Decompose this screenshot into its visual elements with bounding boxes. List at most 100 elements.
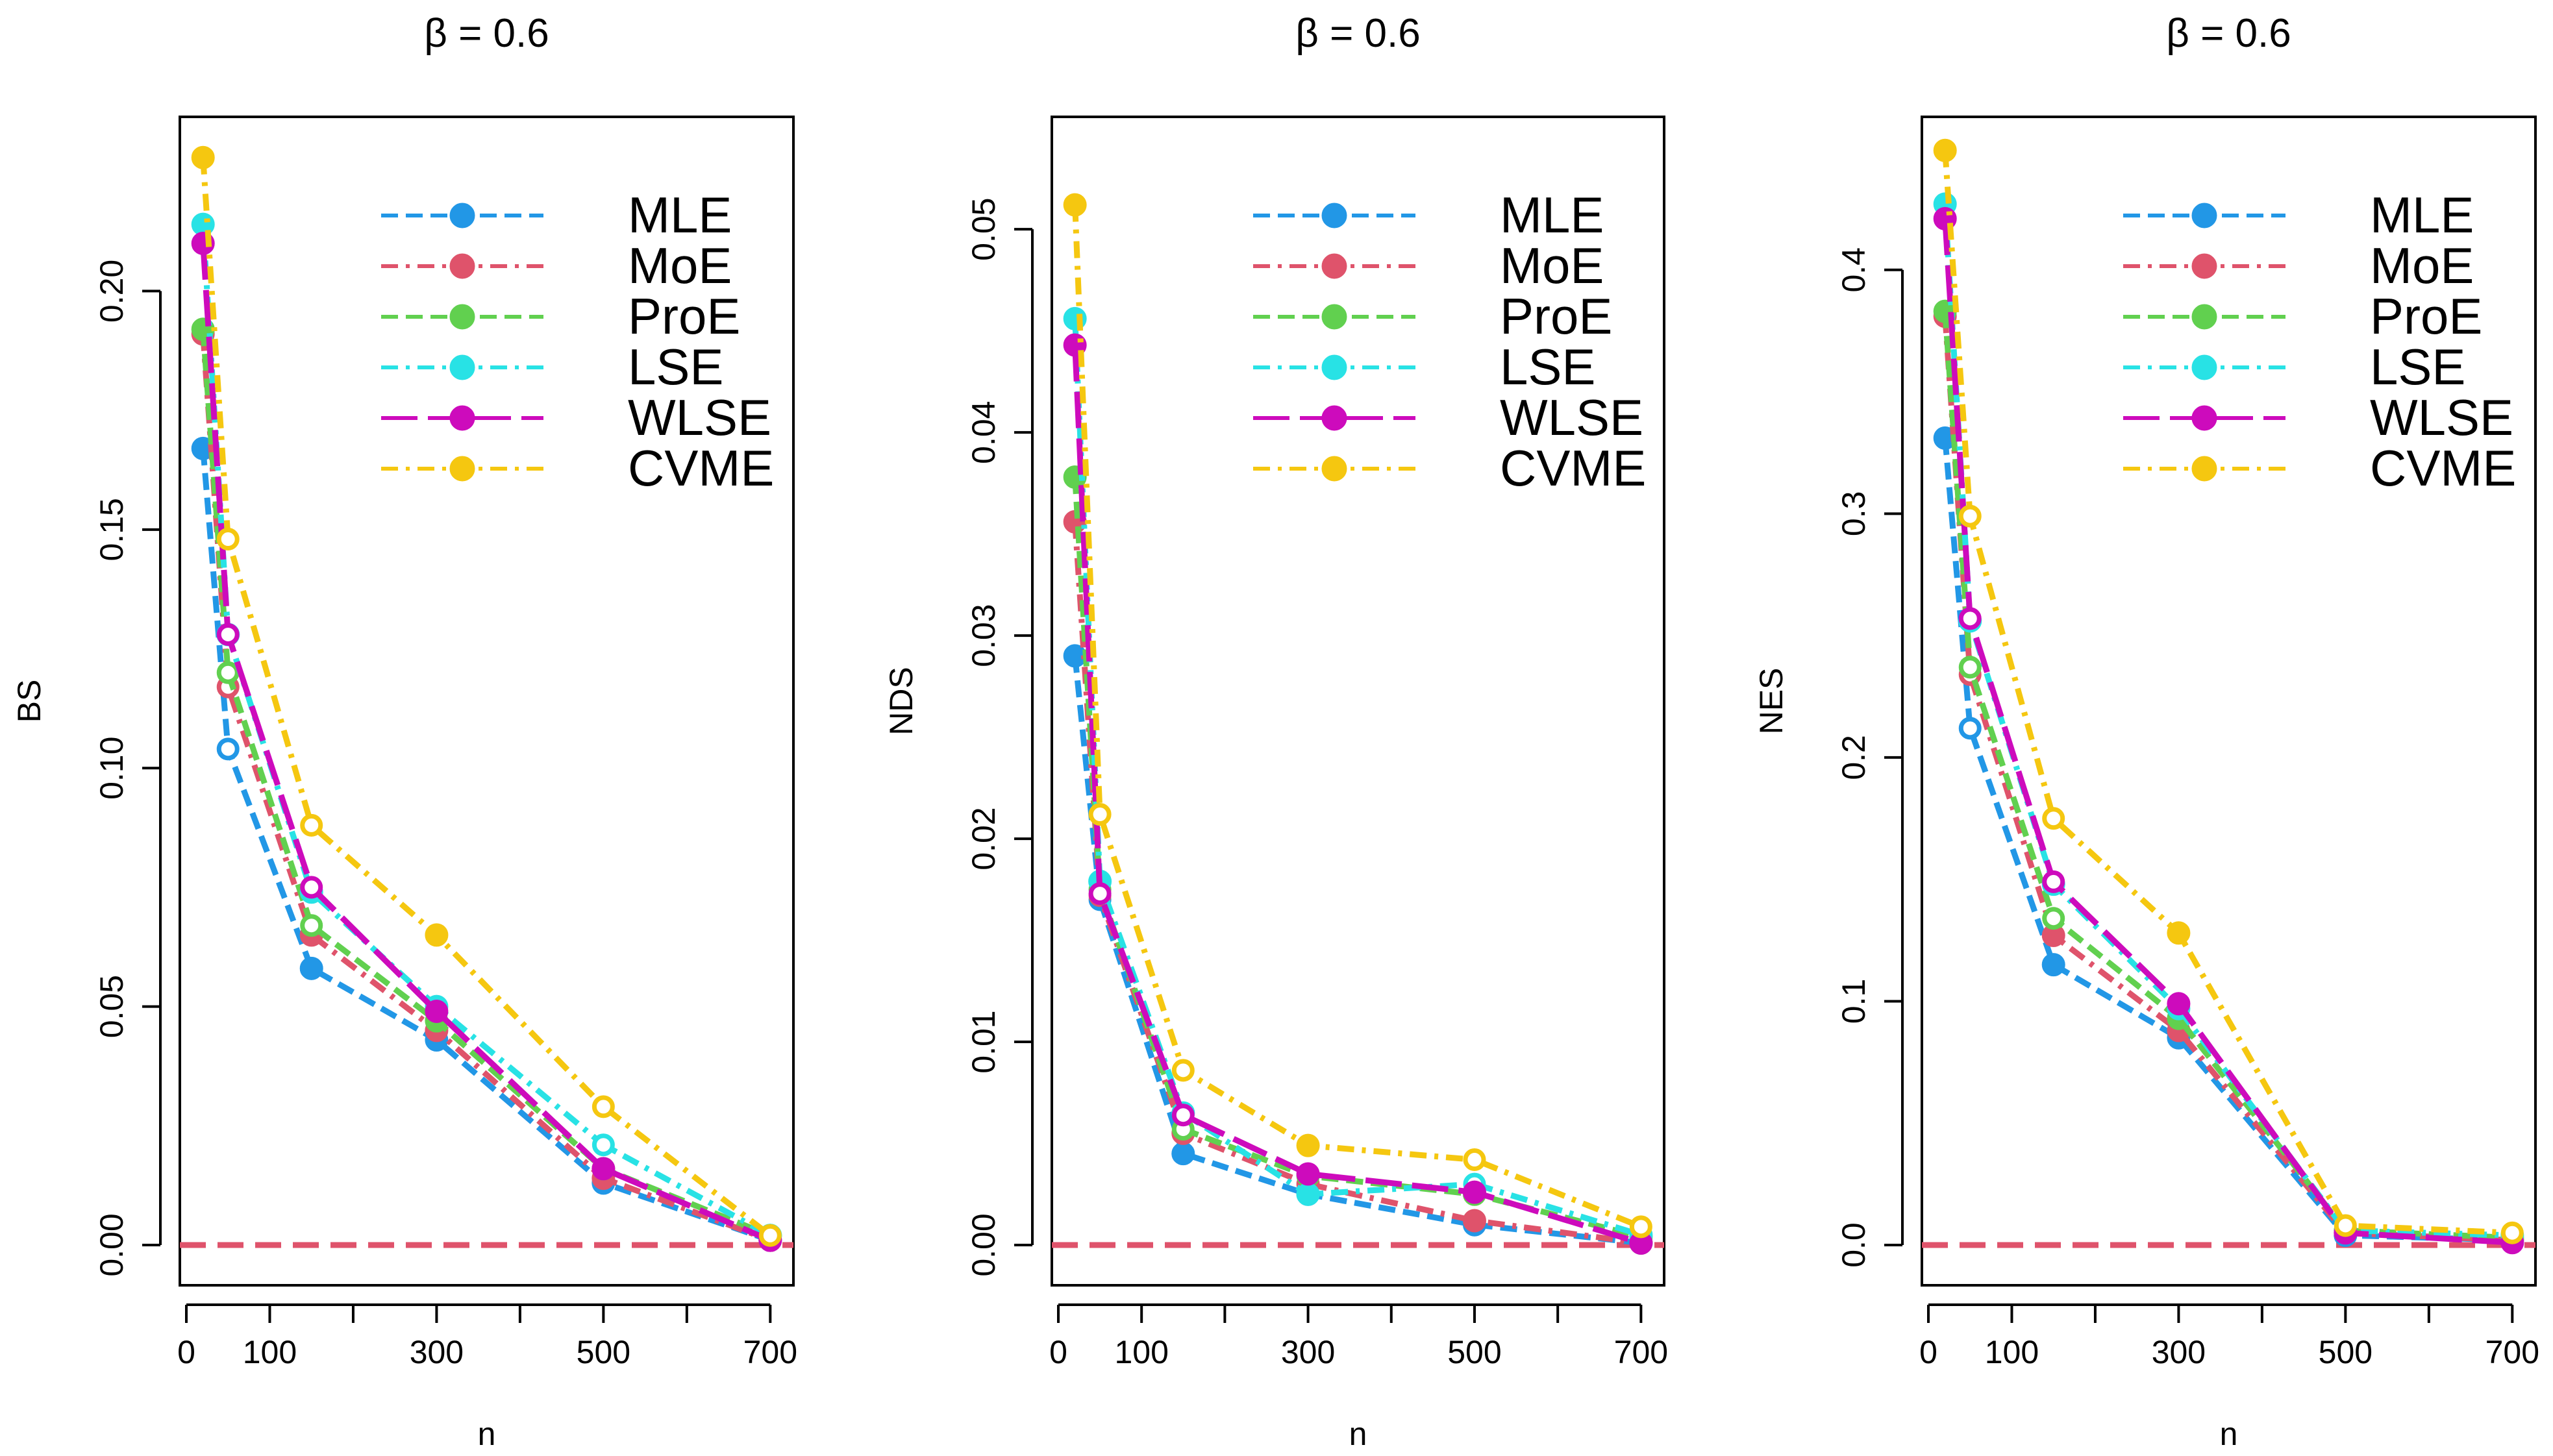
- legend-marker-proe: [2191, 304, 2217, 330]
- series-line-wlse: [200, 243, 772, 1243]
- legend-marker-mle: [449, 203, 475, 228]
- y-axis-label: NES: [1753, 668, 1789, 735]
- y-tick-label: 0.01: [965, 1010, 1002, 1073]
- series-line-cvme: [1072, 204, 1643, 1230]
- x-tick-label: 0: [177, 1334, 195, 1370]
- y-axis-label: NDS: [883, 667, 919, 735]
- legend-label-lse: LSE: [1500, 338, 1595, 395]
- series-line-mle: [200, 448, 771, 1243]
- y-tick-label: 0.04: [965, 401, 1002, 463]
- data-point-cvme: [2334, 1214, 2357, 1237]
- x-axis-label: n: [478, 1416, 496, 1452]
- legend-marker-wlse: [2191, 405, 2217, 431]
- legend-label-wlse: WLSE: [2370, 389, 2513, 446]
- series-line-lse: [1072, 318, 1642, 1238]
- data-point-mle: [1958, 717, 1982, 740]
- legend-marker-cvme: [449, 456, 475, 482]
- x-tick-label: 100: [1114, 1334, 1168, 1370]
- y-tick-label: 0.2: [1836, 735, 1872, 780]
- data-point-wlse: [1171, 1104, 1195, 1127]
- data-point-proe: [1958, 656, 1982, 679]
- legend-label-proe: ProE: [1500, 288, 1612, 345]
- legend-label-moe: MoE: [2370, 237, 2474, 294]
- legend-marker-moe: [2191, 253, 2217, 279]
- y-tick-label: 0.15: [93, 498, 130, 561]
- data-point-proe: [300, 914, 323, 937]
- data-point-wlse: [2167, 992, 2191, 1016]
- plot-frame: [1051, 116, 1665, 1287]
- legend-label-proe: ProE: [2370, 288, 2482, 345]
- legend-marker-lse: [2191, 354, 2217, 380]
- y-tick-label: 0.20: [93, 260, 130, 323]
- data-point-cvme: [1933, 138, 1957, 162]
- x-tick-label: 500: [1447, 1334, 1501, 1370]
- x-axis-label: n: [1349, 1416, 1367, 1452]
- chart-title: β = 0.6: [1295, 11, 1421, 56]
- data-point-proe: [2042, 907, 2065, 930]
- series-line-cvme: [200, 157, 773, 1238]
- y-tick-label: 0.00: [93, 1213, 130, 1276]
- x-tick-label: 300: [2152, 1334, 2206, 1370]
- x-tick-label: 300: [410, 1334, 464, 1370]
- data-point-cvme: [300, 813, 323, 837]
- data-point-cvme: [1296, 1133, 1320, 1157]
- legend-label-cvme: CVME: [1500, 439, 1646, 497]
- data-point-cvme: [1958, 504, 1982, 528]
- legend-label-cvme: CVME: [628, 439, 774, 497]
- plot-frame: [1921, 116, 2537, 1287]
- data-point-mle: [216, 737, 240, 761]
- legend-label-mle: MLE: [2370, 186, 2474, 243]
- legend-marker-moe: [1321, 253, 1347, 279]
- legend-marker-proe: [1321, 304, 1347, 330]
- data-point-cvme: [1463, 1148, 1486, 1172]
- x-tick-label: 700: [2485, 1334, 2539, 1370]
- x-tick-label: 500: [577, 1334, 630, 1370]
- x-tick-label: 0: [1919, 1334, 1937, 1370]
- legend-marker-lse: [1321, 354, 1347, 380]
- legend-label-lse: LSE: [628, 338, 723, 395]
- chart-title: β = 0.6: [424, 11, 549, 56]
- data-point-wlse: [2042, 870, 2065, 893]
- series-line-mle: [1072, 655, 1641, 1246]
- data-point-cvme: [191, 145, 215, 169]
- data-point-cvme: [592, 1095, 615, 1118]
- data-point-cvme: [1088, 803, 1112, 826]
- legend-marker-mle: [1321, 203, 1347, 228]
- data-point-cvme: [216, 528, 240, 551]
- chart-panel-2: β = 0.6 0 100 300 500 700 n 0.00 0.01 0.02 0.03 0.0…: [883, 11, 1668, 1452]
- legend-marker-cvme: [2191, 456, 2217, 482]
- data-point-cvme: [1063, 193, 1087, 217]
- series-line-lse: [1942, 204, 2513, 1239]
- data-point-cvme: [425, 923, 449, 947]
- chart-title: β = 0.6: [2166, 11, 2291, 56]
- data-point-mle: [2041, 953, 2065, 977]
- y-tick-label: 0.05: [965, 198, 1002, 261]
- series-line-mle: [1942, 438, 2513, 1243]
- legend-marker-moe: [449, 253, 475, 279]
- data-point-cvme: [1171, 1059, 1195, 1082]
- plot-frame: [179, 116, 795, 1287]
- series-line-proe: [1072, 476, 1642, 1240]
- legend-label-wlse: WLSE: [628, 389, 771, 446]
- legend-label-moe: MoE: [1500, 237, 1604, 294]
- data-point-lse: [592, 1133, 615, 1157]
- legend-label-cvme: CVME: [2370, 439, 2516, 497]
- data-point-cvme: [2167, 921, 2191, 945]
- data-point-cvme: [758, 1224, 782, 1247]
- legend-marker-wlse: [449, 405, 475, 431]
- series-line-lse: [200, 224, 772, 1239]
- legend-marker-proe: [449, 304, 475, 330]
- y-tick-label: 0.00: [965, 1213, 1002, 1276]
- legend-label-mle: MLE: [628, 186, 732, 243]
- legend-marker-lse: [449, 354, 475, 380]
- data-point-wlse: [1462, 1180, 1486, 1204]
- data-point-cvme: [2042, 807, 2065, 830]
- chart-panel-1: β = 0.6 0 100 300 500 700 n 0.00 0.05 0.10 0.15 0.2…: [11, 11, 797, 1452]
- x-tick-label: 100: [243, 1334, 297, 1370]
- chart-panel-3: β = 0.6 0 100 300 500 700 n 0.0 0.1 0.2 0.3 0.4 NES M…: [1753, 11, 2539, 1452]
- legend-label-proe: ProE: [628, 288, 740, 345]
- y-tick-label: 0.05: [93, 975, 130, 1038]
- y-tick-label: 0.3: [1836, 491, 1872, 537]
